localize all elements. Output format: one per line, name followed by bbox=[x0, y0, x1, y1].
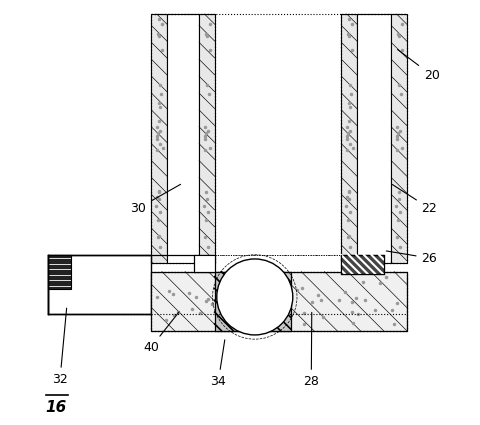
Bar bbox=[151, 272, 407, 331]
Bar bbox=[151, 14, 215, 263]
Bar bbox=[391, 14, 407, 263]
Text: 26: 26 bbox=[386, 251, 437, 265]
Bar bbox=[151, 14, 167, 263]
Text: 16: 16 bbox=[46, 400, 67, 415]
Bar bbox=[341, 14, 357, 263]
Text: 34: 34 bbox=[210, 340, 226, 388]
Circle shape bbox=[217, 259, 293, 335]
Text: 22: 22 bbox=[392, 184, 437, 215]
Bar bbox=[151, 272, 407, 331]
Bar bbox=[193, 255, 215, 272]
Text: 32: 32 bbox=[52, 308, 68, 386]
Bar bbox=[199, 14, 215, 263]
Bar bbox=[357, 14, 391, 263]
Text: 40: 40 bbox=[143, 312, 179, 354]
Text: 28: 28 bbox=[303, 312, 319, 388]
Bar bbox=[341, 255, 384, 274]
Bar bbox=[48, 255, 71, 289]
Text: 30: 30 bbox=[130, 184, 180, 215]
Bar bbox=[167, 14, 199, 263]
Bar bbox=[341, 14, 407, 263]
Polygon shape bbox=[215, 272, 291, 331]
Text: 20: 20 bbox=[397, 49, 440, 82]
Bar bbox=[48, 255, 151, 314]
